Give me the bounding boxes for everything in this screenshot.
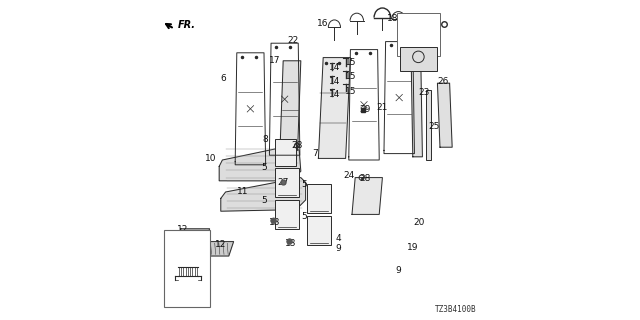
Text: 5: 5 bbox=[302, 212, 307, 221]
Text: 5: 5 bbox=[262, 164, 267, 172]
Bar bbox=[275, 139, 296, 166]
Text: 5: 5 bbox=[302, 180, 307, 189]
Text: 11: 11 bbox=[237, 188, 249, 196]
Polygon shape bbox=[219, 146, 301, 181]
Text: TZ3B4100B: TZ3B4100B bbox=[435, 305, 477, 314]
Text: 8: 8 bbox=[262, 135, 268, 144]
Bar bbox=[164, 230, 210, 307]
Text: 25: 25 bbox=[428, 122, 439, 131]
Bar bbox=[275, 168, 300, 197]
Text: 18: 18 bbox=[387, 14, 399, 23]
Text: 26: 26 bbox=[438, 77, 449, 86]
Text: 6: 6 bbox=[221, 74, 226, 83]
Text: 14: 14 bbox=[329, 77, 340, 86]
Text: 5: 5 bbox=[262, 196, 267, 205]
Polygon shape bbox=[280, 61, 301, 150]
Bar bbox=[307, 184, 332, 213]
Text: 4: 4 bbox=[336, 234, 341, 243]
Text: 29: 29 bbox=[359, 105, 371, 114]
Text: 27: 27 bbox=[278, 178, 289, 187]
Text: 24: 24 bbox=[343, 171, 355, 180]
Text: 12: 12 bbox=[177, 225, 189, 234]
Text: 16: 16 bbox=[397, 33, 408, 42]
Text: 7: 7 bbox=[312, 149, 318, 158]
Bar bbox=[275, 200, 300, 229]
Circle shape bbox=[271, 218, 276, 224]
Text: 9: 9 bbox=[336, 244, 341, 253]
Text: 14: 14 bbox=[329, 63, 340, 72]
Text: 15: 15 bbox=[345, 58, 356, 67]
Polygon shape bbox=[204, 242, 234, 256]
Text: 28: 28 bbox=[359, 174, 371, 183]
Polygon shape bbox=[221, 178, 306, 211]
Text: 10: 10 bbox=[205, 154, 216, 163]
Bar bbox=[426, 90, 431, 160]
Polygon shape bbox=[179, 229, 210, 243]
Polygon shape bbox=[438, 83, 452, 147]
Text: 12: 12 bbox=[215, 240, 227, 249]
Circle shape bbox=[287, 239, 292, 244]
Text: 17: 17 bbox=[269, 56, 280, 65]
Polygon shape bbox=[412, 61, 422, 157]
Text: FR.: FR. bbox=[178, 20, 196, 30]
Text: 23: 23 bbox=[419, 88, 429, 97]
Text: 19: 19 bbox=[407, 244, 419, 252]
Text: 28: 28 bbox=[291, 141, 303, 150]
Polygon shape bbox=[319, 58, 351, 158]
Text: 16: 16 bbox=[317, 19, 329, 28]
Text: 13: 13 bbox=[285, 239, 297, 248]
Bar bbox=[307, 216, 332, 245]
Text: 9: 9 bbox=[396, 266, 401, 275]
Bar bbox=[397, 13, 440, 56]
Text: 22: 22 bbox=[287, 36, 298, 45]
Text: 20: 20 bbox=[413, 218, 425, 227]
Text: 15: 15 bbox=[345, 72, 356, 81]
Polygon shape bbox=[352, 178, 383, 214]
Text: 14: 14 bbox=[329, 90, 340, 99]
Text: 13: 13 bbox=[269, 218, 281, 227]
Text: 15: 15 bbox=[345, 87, 356, 96]
Text: 1: 1 bbox=[181, 239, 187, 248]
Text: 21: 21 bbox=[377, 103, 388, 112]
Bar bbox=[400, 47, 437, 71]
